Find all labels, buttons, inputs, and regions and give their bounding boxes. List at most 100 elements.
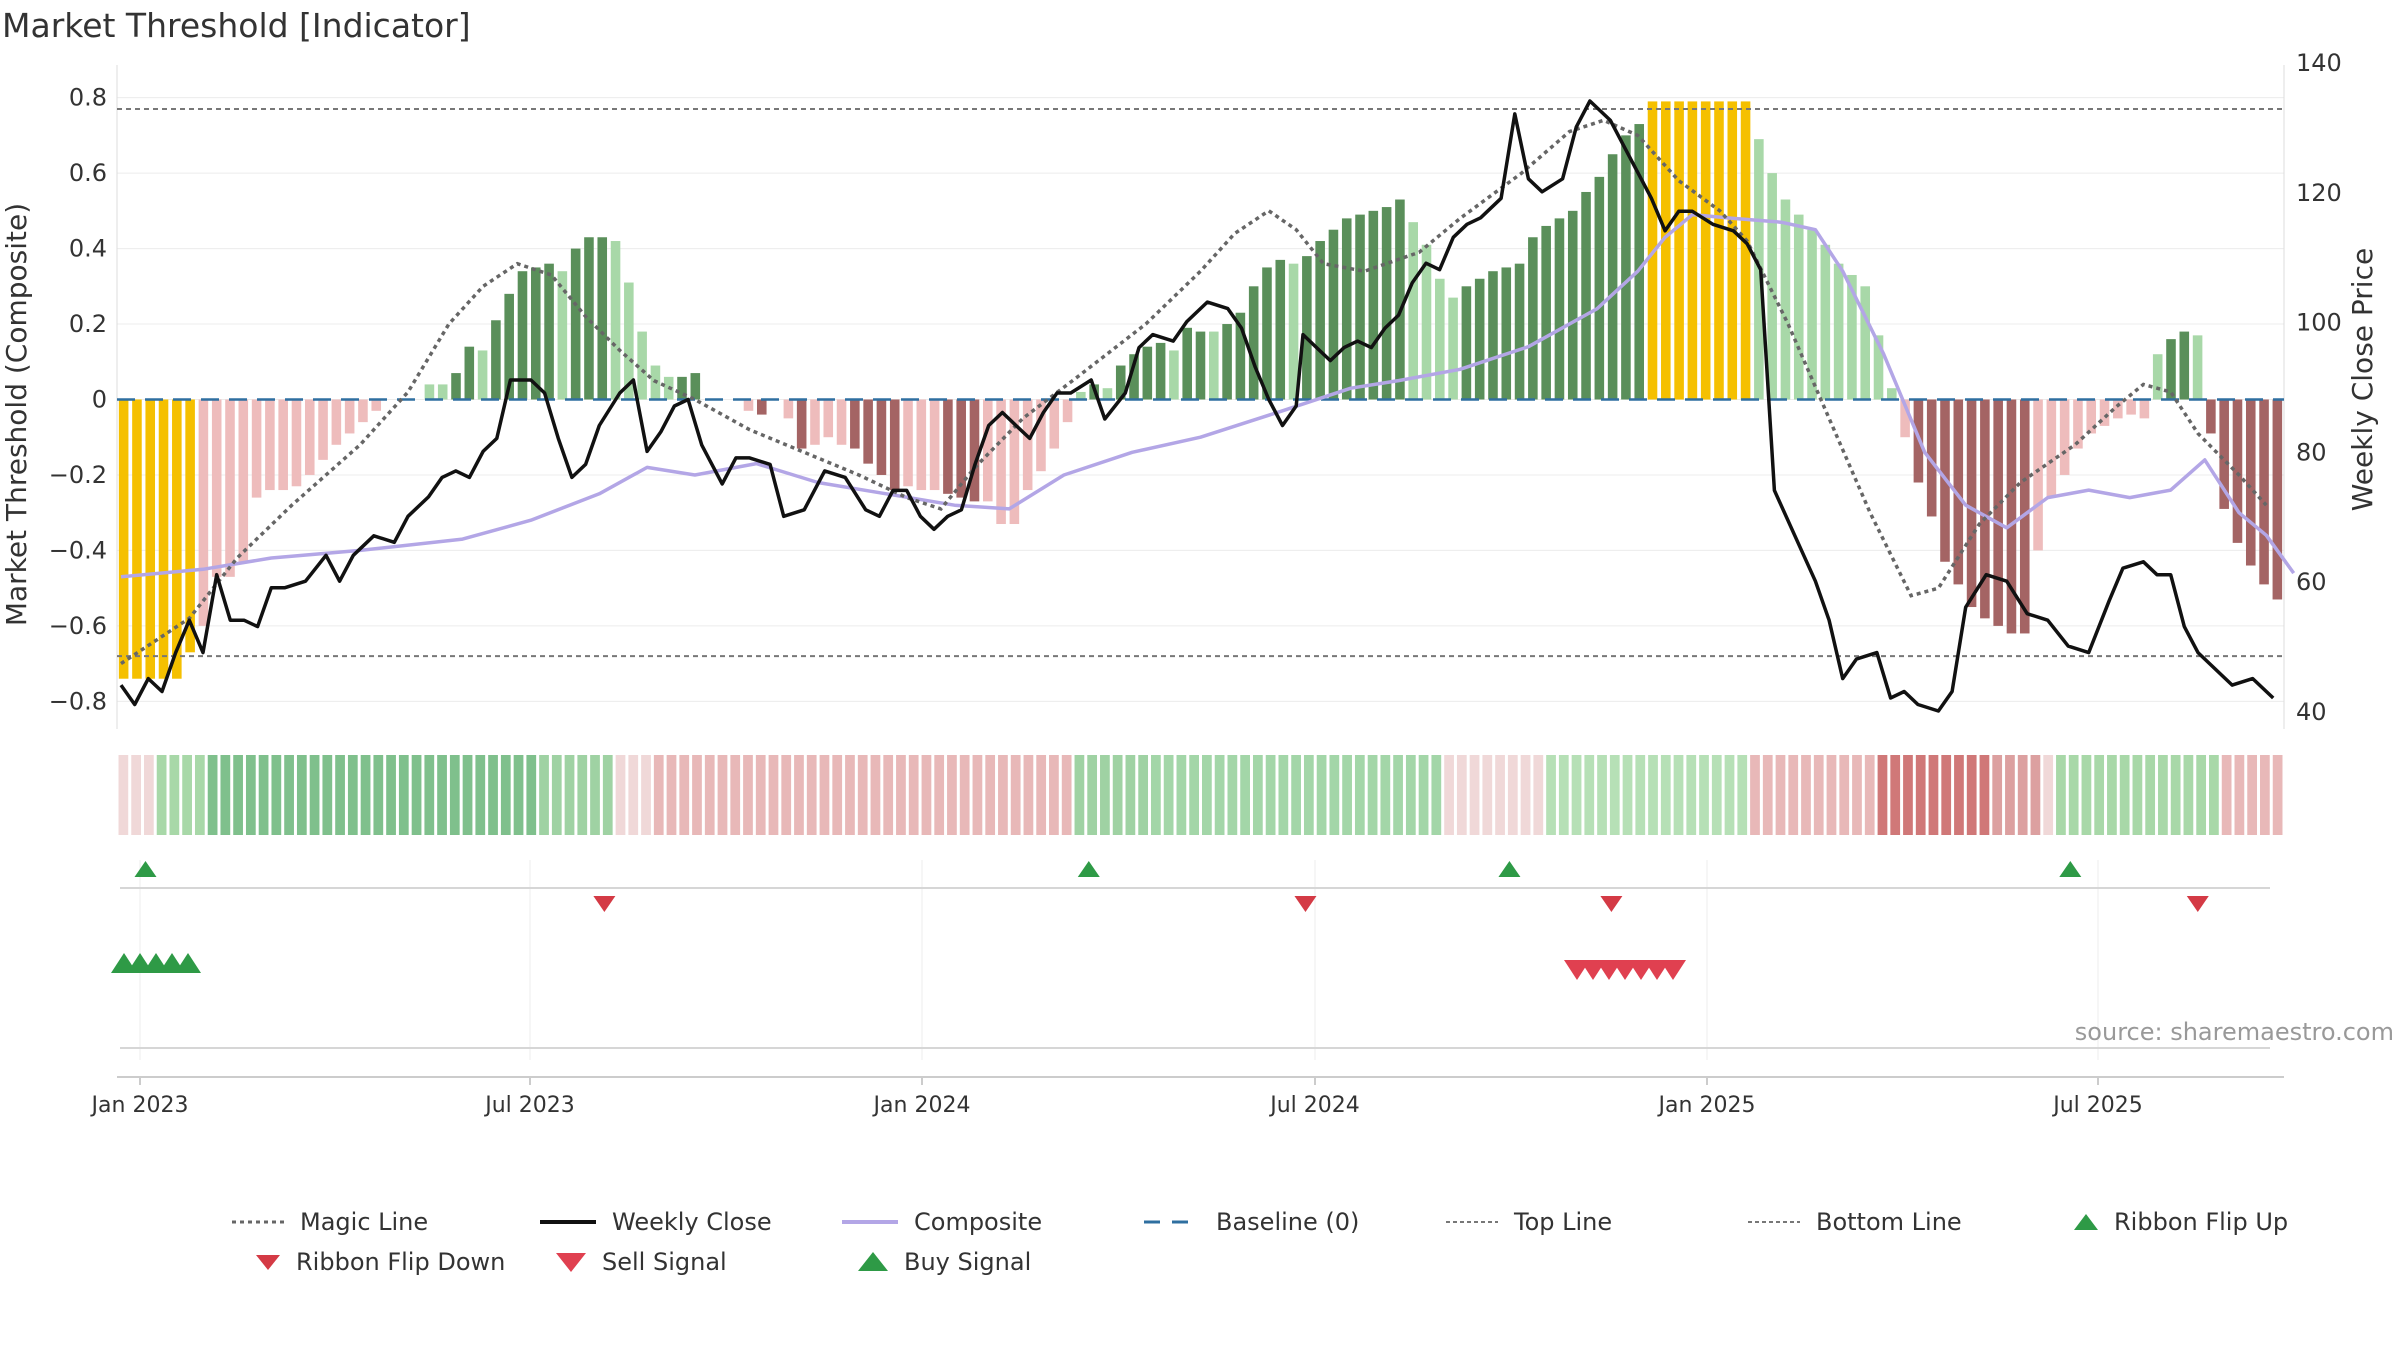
ribbon-cell [233, 755, 243, 835]
ribbon-cell [857, 755, 868, 835]
ribbon-cell [1482, 755, 1493, 835]
ribbon-cell [1813, 755, 1824, 835]
ribbon-cell [1992, 755, 2003, 835]
ribbon-cell [730, 755, 741, 835]
ribbon-cell [1444, 755, 1454, 835]
legend-label: Baseline (0) [1216, 1208, 1360, 1236]
legend-item-baseline: Baseline (0) [1142, 1208, 1359, 1236]
ribbon-cell [1546, 755, 1556, 835]
composite-bar [2033, 399, 2043, 551]
ribbon-flip-up-marker [1077, 861, 1100, 877]
composite-bar [1674, 101, 1684, 400]
ribbon-cell [1737, 755, 1748, 835]
ribbon-cell [2094, 755, 2105, 835]
ribbon-cell [1915, 755, 1926, 835]
composite-bar [451, 373, 461, 400]
ribbon-cell [1125, 755, 1136, 835]
ribbon-cell [1839, 755, 1850, 835]
grid-layer [116, 65, 2285, 729]
y-right-tick-label: 120 [2296, 179, 2342, 207]
composite-bar [823, 399, 834, 438]
ribbon-cell [1074, 755, 1085, 835]
ribbon-cell [526, 755, 537, 835]
composite-bar [1993, 399, 2003, 626]
composite-bar [597, 237, 608, 400]
composite-bar [1195, 331, 1206, 400]
ribbon-cell [1418, 755, 1429, 835]
composite-bar [983, 399, 993, 502]
ribbon-cell [1469, 755, 1480, 835]
composite-bar [2086, 399, 2097, 434]
composite-bar [2219, 399, 2229, 509]
composite-bar [464, 346, 475, 400]
ribbon-cell [1533, 755, 1544, 835]
y-right-tick-label: 80 [2296, 438, 2327, 466]
composite-bar [2232, 399, 2243, 543]
ribbon-cell [143, 755, 154, 835]
ribbon-cell [2247, 755, 2258, 835]
x-tick-label: Jul 2024 [1268, 1093, 1360, 1118]
ribbon-cell [1507, 755, 1518, 835]
composite-bar [1541, 225, 1551, 400]
ribbon-cell [717, 755, 728, 835]
ribbon-cell [1724, 755, 1735, 835]
ribbon-cell [590, 755, 600, 835]
ribbon-cell [1023, 755, 1034, 835]
ribbon-cell [322, 755, 333, 835]
signal-markers [111, 860, 2284, 1078]
composite-bar [756, 399, 767, 415]
ribbon-cell [2119, 755, 2130, 835]
ribbon-cell [1329, 755, 1340, 835]
ribbon-cell [666, 755, 677, 835]
x-tick-label: Jan 2025 [1657, 1093, 1756, 1118]
ribbon-cell [462, 755, 473, 835]
ribbon-cell [2170, 755, 2181, 835]
composite-bar [1022, 399, 1033, 491]
composite-bars [118, 101, 2283, 679]
composite-bar [1621, 135, 1631, 400]
sell-signal-marker [1660, 960, 1686, 980]
composite-bar [145, 399, 156, 679]
ribbon-cell [1354, 755, 1365, 835]
composite-bar [1421, 244, 1432, 400]
ribbon-cell [1597, 755, 1607, 835]
solid-line-icon [842, 1220, 898, 1224]
legend-label: Ribbon Flip Down [296, 1248, 506, 1276]
ribbon-cell [1367, 755, 1378, 835]
ribbon-cell [883, 755, 894, 835]
ribbon-cell [1163, 755, 1174, 835]
composite-bar [836, 399, 847, 445]
composite-bar [278, 399, 288, 491]
composite-bar [1169, 350, 1179, 400]
ribbon-cell [564, 755, 575, 835]
legend-item-buy-signal: Buy Signal [856, 1248, 1031, 1276]
y-left-tick-label: −0.2 [49, 461, 107, 489]
composite-bar [1222, 324, 1232, 400]
composite-bar [584, 237, 594, 400]
composite-bar [1474, 278, 1485, 400]
ribbon-cell [1711, 755, 1722, 835]
composite-bar [318, 399, 328, 460]
ribbon-cell [1342, 755, 1352, 835]
composite-bar [969, 399, 980, 502]
ribbon-cell [2017, 755, 2028, 835]
composite-bar [2206, 399, 2216, 434]
x-tick-label: Jul 2023 [483, 1093, 575, 1118]
ribbon-flip-up-marker [2059, 861, 2082, 877]
composite-bar [1567, 210, 1578, 400]
composite-bar [903, 399, 913, 487]
ribbon-cell [2209, 755, 2219, 835]
composite-bar [1528, 237, 1538, 400]
ribbon-panel [118, 755, 2283, 835]
composite-bar [1435, 278, 1445, 400]
ribbon-flip-down-marker [593, 896, 616, 912]
ribbon-cell [1622, 755, 1633, 835]
composite-bar [1395, 199, 1405, 400]
ribbon-cell [373, 755, 384, 835]
composite-bar [1182, 327, 1192, 400]
composite-bar [916, 399, 927, 491]
composite-bar [1275, 259, 1286, 400]
composite-bar [1807, 229, 1817, 400]
ribbon-cell [819, 755, 830, 835]
